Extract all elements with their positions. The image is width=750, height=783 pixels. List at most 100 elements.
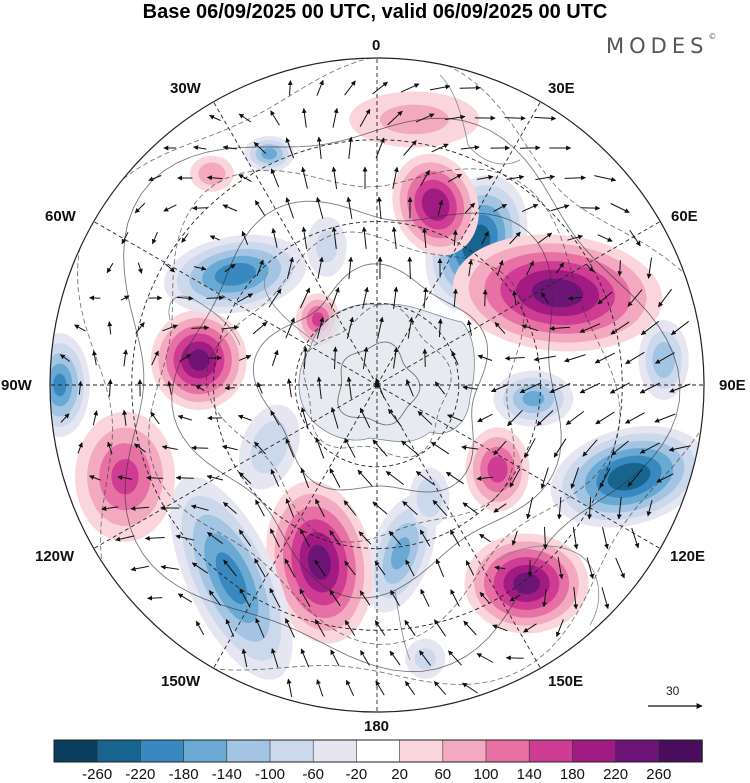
wind-vector (137, 262, 143, 274)
wind-vector (549, 325, 571, 331)
wind-vector (511, 530, 518, 546)
africa-coast (439, 74, 521, 165)
wind-vector (344, 80, 356, 96)
brand-mark: © (708, 32, 717, 41)
wind-vector (299, 588, 311, 608)
wind-vector (222, 145, 237, 151)
wind-vector (224, 263, 236, 273)
wind-vector (107, 321, 113, 335)
wind-vector (286, 678, 293, 697)
wind-vector (627, 289, 643, 307)
wind-vector (586, 264, 594, 272)
wind-vector (372, 439, 388, 457)
wind-vector (550, 204, 570, 212)
wind-vector (448, 650, 462, 666)
wind-vector (610, 321, 630, 335)
wind-vector (404, 619, 416, 636)
wind-vector (462, 385, 478, 391)
lon-label-0: 0 (372, 37, 381, 54)
wind-vector (285, 618, 295, 638)
wind-vector (315, 498, 325, 518)
wind-vector (564, 354, 586, 363)
wind-vector (221, 325, 240, 331)
australia-coast (499, 545, 600, 626)
wind-vector (362, 286, 369, 309)
wind-vector (565, 410, 585, 426)
wind-vector (195, 620, 205, 635)
lon-label-90w: 90W (1, 377, 32, 394)
wind-vector (451, 350, 459, 365)
wind-vector (654, 352, 675, 364)
wind-vector (181, 233, 189, 243)
colorbar-swatch (226, 739, 271, 763)
wind-vector (106, 262, 114, 274)
wind-vector (135, 322, 145, 334)
wind-vector (597, 291, 613, 305)
wind-vector (175, 475, 194, 481)
lon-label-120e: 120E (670, 548, 706, 565)
wind-vector (609, 382, 630, 394)
brand-name: MODES (606, 34, 709, 58)
wind-vector (494, 322, 506, 334)
parallel-circle (213, 221, 541, 549)
parallel-circle (131, 139, 623, 631)
wind-vector (496, 259, 504, 276)
wind-vector (254, 200, 266, 216)
anomaly-center-15 (392, 153, 479, 256)
wind-vector (162, 324, 178, 332)
wind-vector (346, 196, 353, 219)
wind-vector (580, 205, 601, 211)
wind-vector (392, 166, 399, 189)
colorbar-swatch (312, 739, 358, 763)
colorbar-swatch (442, 739, 487, 763)
lon-label-150e: 150E (548, 673, 584, 690)
wind-vector (536, 410, 554, 426)
wind-vector (147, 595, 163, 601)
wind-vector (122, 409, 128, 426)
anomaly-center-20 (306, 216, 347, 277)
wind-vector (420, 169, 430, 186)
wind-vector (654, 413, 676, 423)
wind-vector (300, 528, 310, 548)
wind-vector (466, 319, 472, 336)
meridian-line (213, 101, 378, 386)
colorbar-tick-label: -260 (82, 766, 113, 783)
wind-vector (315, 196, 324, 219)
wind-vector (435, 558, 445, 577)
wind-vector (300, 467, 310, 489)
anomaly-level (652, 341, 675, 378)
wind-vector (430, 441, 450, 455)
wind-vector (594, 175, 617, 182)
wind-vector (161, 444, 178, 450)
wind-vector (331, 226, 337, 249)
wind-vector (582, 439, 598, 457)
wind-vector (615, 557, 625, 579)
anomaly-level (513, 572, 540, 595)
wind-vector (148, 175, 162, 182)
anomaly-level (215, 552, 248, 605)
anomaly-level (261, 148, 278, 160)
wind-vector (59, 354, 70, 362)
wind-vector (420, 588, 430, 607)
anomaly-center-3 (550, 425, 704, 528)
wind-vector (401, 440, 419, 456)
map-border (49, 57, 705, 713)
wind-vector (271, 349, 279, 366)
wind-vector (419, 529, 431, 547)
wind-vector (101, 506, 119, 511)
wind-vector (237, 414, 252, 421)
wind-vector (358, 531, 372, 545)
wind-vector (450, 589, 460, 607)
wind-vector (286, 378, 292, 398)
wind-vector (564, 175, 586, 181)
anomaly-level (198, 162, 226, 185)
colorbar-swatch (528, 739, 574, 763)
wind-vector (400, 83, 420, 93)
wind-vector (107, 379, 113, 397)
wind-vector (121, 231, 129, 245)
new-zealand-coast (394, 589, 411, 661)
wind-vector (521, 324, 539, 332)
wind-vector (317, 256, 324, 279)
wind-vector (92, 350, 97, 366)
